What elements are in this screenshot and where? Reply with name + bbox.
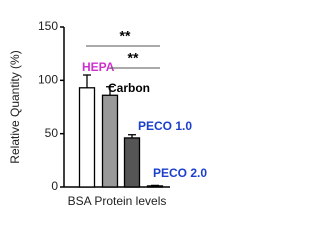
y-tick-label: 100 <box>38 73 58 87</box>
y-tick-label: 150 <box>38 19 58 33</box>
y-axis-label: Relative Quantity (%) <box>8 50 22 163</box>
bar <box>123 137 141 188</box>
bar-label: PECO 1.0 <box>138 119 192 133</box>
bar <box>146 185 164 188</box>
bar-label: HEPA <box>82 60 115 74</box>
bar <box>78 87 96 188</box>
bar-label: Carbon <box>108 81 150 95</box>
bar <box>101 94 119 188</box>
bar-label: PECO 2.0 <box>153 166 207 180</box>
x-axis-label: BSA Protein levels <box>68 194 167 208</box>
y-tick-label: 0 <box>51 179 58 193</box>
chart: Relative Quantity (%) BSA Protein levels… <box>8 19 207 208</box>
significance-label: ** <box>128 50 139 66</box>
significance-label: ** <box>120 28 131 44</box>
y-tick-label: 50 <box>45 126 59 140</box>
